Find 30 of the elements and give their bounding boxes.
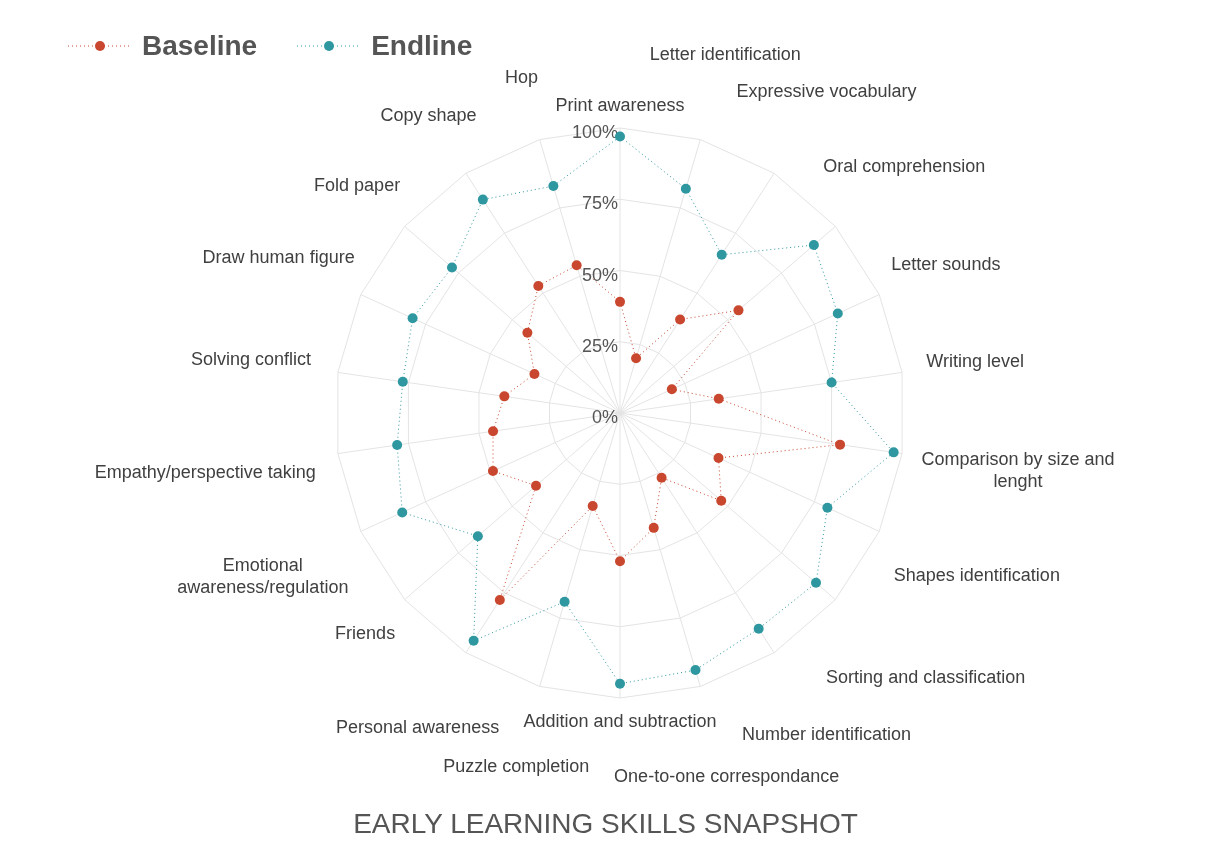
y-tick-label: 100%: [571, 122, 618, 142]
spoke-label: Empathy/perspective taking: [94, 462, 316, 483]
y-tick-label: 50%: [581, 264, 618, 285]
y-tick-label: 25%: [581, 335, 618, 356]
spoke-label: Oral comprehension: [823, 156, 986, 177]
spoke-label: Letter identification: [649, 44, 801, 65]
spoke-label: Comparison by size and lenght: [921, 448, 1115, 491]
spoke-label: Hop: [504, 67, 539, 88]
spoke-label: Print awareness: [555, 94, 685, 115]
spoke-label: Draw human figure: [202, 246, 355, 267]
spoke-label: Emotional awareness/regulation: [177, 554, 349, 597]
spoke-label: Addition and subtraction: [523, 710, 717, 731]
spoke-label: Copy shape: [380, 104, 477, 125]
spoke-label: Letter sounds: [891, 253, 1001, 274]
y-tick-label: 0%: [591, 407, 618, 427]
y-tick-label: 75%: [581, 193, 618, 214]
spoke-label: Puzzle completion: [443, 755, 590, 776]
spoke-label: Number identification: [741, 723, 912, 744]
spoke-label: Personal awareness: [336, 717, 500, 738]
spoke-label: Writing level: [926, 351, 1024, 372]
spoke-label: Solving conflict: [191, 349, 312, 370]
spoke-label: Shapes identification: [893, 565, 1060, 586]
legend-label: Baseline: [142, 30, 258, 62]
spoke-label: Sorting and classification: [826, 667, 1026, 688]
legend-label: Endline: [371, 30, 473, 62]
spoke-label: Expressive vocabulary: [736, 81, 917, 102]
spoke-label: One-to-one correspondance: [614, 765, 840, 786]
spoke-label: Friends: [335, 623, 396, 644]
text: EARLY LEARNING SKILLS SNAPSHOT: [352, 808, 859, 840]
spoke-label: Fold paper: [314, 174, 401, 195]
